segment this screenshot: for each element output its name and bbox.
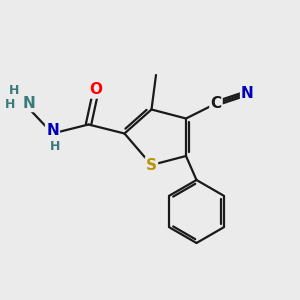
Text: C: C [210,96,222,111]
Text: H: H [9,83,20,97]
Text: N: N [46,123,59,138]
Text: N: N [241,85,254,100]
Text: N: N [23,96,36,111]
Text: O: O [89,82,103,98]
Text: H: H [50,140,60,153]
Text: S: S [146,158,157,172]
Text: H: H [5,98,16,112]
